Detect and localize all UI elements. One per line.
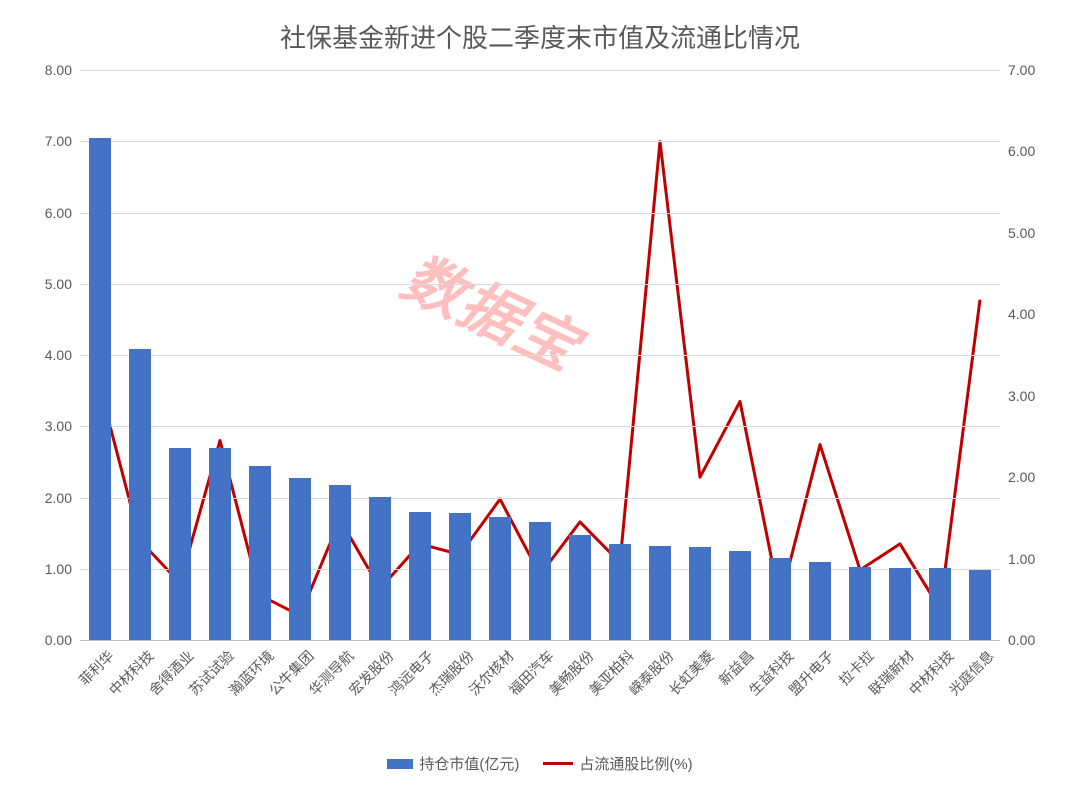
legend-line-label: 占流通股比例(%) (579, 753, 692, 774)
bar (409, 512, 431, 640)
legend-line-swatch (543, 762, 573, 765)
legend-item-bars: 持仓市值(亿元) (387, 753, 519, 774)
bar (89, 138, 111, 640)
y-left-tick-label: 0.00 (12, 632, 72, 648)
bar (249, 466, 271, 640)
bar (169, 448, 191, 640)
bar (889, 568, 911, 640)
y-left-tick-label: 3.00 (12, 418, 72, 434)
bar (769, 558, 791, 640)
bar (489, 517, 511, 640)
legend-bar-swatch (387, 759, 413, 769)
y-right-tick-label: 0.00 (1008, 632, 1068, 648)
legend-bar-label: 持仓市值(亿元) (419, 753, 519, 774)
y-right-tick-label: 5.00 (1008, 225, 1068, 241)
plot-area: 数据宝 0.001.002.003.004.005.006.007.008.00… (80, 70, 1000, 640)
bar (849, 567, 871, 640)
bar (129, 349, 151, 640)
y-left-tick-label: 2.00 (12, 490, 72, 506)
y-right-tick-label: 7.00 (1008, 62, 1068, 78)
gridline (80, 426, 1000, 427)
gridline (80, 70, 1000, 71)
legend-item-line: 占流通股比例(%) (543, 753, 692, 774)
gridline (80, 640, 1000, 641)
bar (729, 551, 751, 640)
gridline (80, 284, 1000, 285)
bar (369, 497, 391, 640)
bar (929, 568, 951, 640)
legend: 持仓市值(亿元) 占流通股比例(%) (0, 753, 1080, 774)
bar (809, 562, 831, 640)
gridline (80, 213, 1000, 214)
bar (329, 485, 351, 640)
bar (569, 535, 591, 640)
bar (969, 570, 991, 640)
y-right-tick-label: 2.00 (1008, 469, 1068, 485)
chart-container: 社保基金新进个股二季度末市值及流通比情况 数据宝 0.001.002.003.0… (0, 0, 1080, 792)
bar (209, 448, 231, 640)
chart-title: 社保基金新进个股二季度末市值及流通比情况 (0, 18, 1080, 55)
bar (609, 544, 631, 640)
y-left-tick-label: 6.00 (12, 205, 72, 221)
bar (529, 522, 551, 640)
y-right-tick-label: 1.00 (1008, 551, 1068, 567)
y-left-tick-label: 8.00 (12, 62, 72, 78)
bar (649, 546, 671, 640)
bar (289, 478, 311, 640)
y-left-tick-label: 1.00 (12, 561, 72, 577)
y-right-tick-label: 3.00 (1008, 388, 1068, 404)
gridline (80, 355, 1000, 356)
y-right-tick-label: 4.00 (1008, 306, 1068, 322)
y-right-tick-label: 6.00 (1008, 143, 1068, 159)
y-left-tick-label: 5.00 (12, 276, 72, 292)
bar (449, 513, 471, 640)
y-left-tick-label: 4.00 (12, 347, 72, 363)
gridline (80, 141, 1000, 142)
y-left-tick-label: 7.00 (12, 133, 72, 149)
bar (689, 547, 711, 640)
